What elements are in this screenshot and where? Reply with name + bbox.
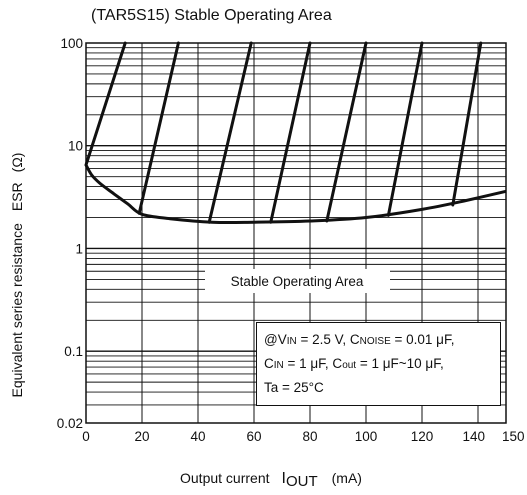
stable-area-label: Stable Operating Area: [205, 269, 390, 293]
test-conditions-box: @VIN = 2.5 V, CNOISE = 0.01 μF, CIN = 1 …: [256, 322, 501, 406]
x-axis-label: Output current IOUT (mA): [180, 470, 362, 490]
hatch-line: [207, 41, 253, 224]
x-axis-label-unit: (mA): [332, 470, 362, 486]
hatch-line: [386, 41, 424, 217]
chart-title: (TAR5S15) Stable Operating Area: [91, 7, 332, 24]
y-axis-label-text: Equivalent series resistance: [9, 223, 25, 398]
stable-region-hatching: [84, 41, 483, 224]
x-tick-label: 100: [355, 429, 378, 444]
hatch-line: [137, 41, 180, 215]
x-tick-label: 140: [462, 429, 485, 444]
y-tick-label: 100: [60, 36, 83, 51]
x-tick-label: 120: [411, 429, 434, 444]
x-tick-label: 60: [246, 429, 261, 444]
x-tick-label: 0: [82, 429, 90, 444]
svg-text:Equivalent series resistanceES: Equivalent series resistance ESR (Ω): [9, 153, 25, 398]
y-axis-label-unit: (Ω): [9, 153, 25, 173]
y-tick-label: 1: [75, 241, 83, 256]
stability-boundary-curve: [84, 164, 507, 225]
y-axis-label-symbol: ESR: [9, 182, 25, 211]
x-tick-label: 150: [502, 429, 525, 444]
x-axis-label-symbol: I: [282, 470, 286, 487]
plot-frame: [85, 42, 507, 424]
conditions-line-2: CIN = 1 μF, Cout = 1 μF~10 μF,: [264, 356, 444, 371]
x-axis-label-subscript: OUT: [286, 473, 318, 490]
hatch-line: [325, 41, 368, 223]
tick-labels: 0 20 40 60 80 100 120 140 150 100 10 1 0.1 0.02: [57, 36, 525, 444]
y-tick-label: 10: [68, 139, 83, 154]
x-axis-label-text: Output current: [180, 470, 270, 486]
svg-text:Stable Operating Area: Stable Operating Area: [231, 274, 364, 289]
conditions-line-1: @VIN = 2.5 V, CNOISE = 0.01 μF,: [264, 332, 455, 347]
hatch-line: [269, 41, 312, 224]
y-tick-label: 0.02: [57, 416, 83, 431]
y-axis-label: Equivalent series resistance ESR (Ω): [9, 153, 25, 398]
y-tick-label: 0.1: [64, 344, 83, 359]
hatch-line: [451, 41, 483, 207]
x-tick-label: 80: [302, 429, 317, 444]
x-tick-label: 40: [190, 429, 205, 444]
x-tick-label: 20: [134, 429, 149, 444]
hatch-line: [84, 41, 127, 167]
conditions-line-3: Ta = 25°C: [264, 380, 324, 395]
